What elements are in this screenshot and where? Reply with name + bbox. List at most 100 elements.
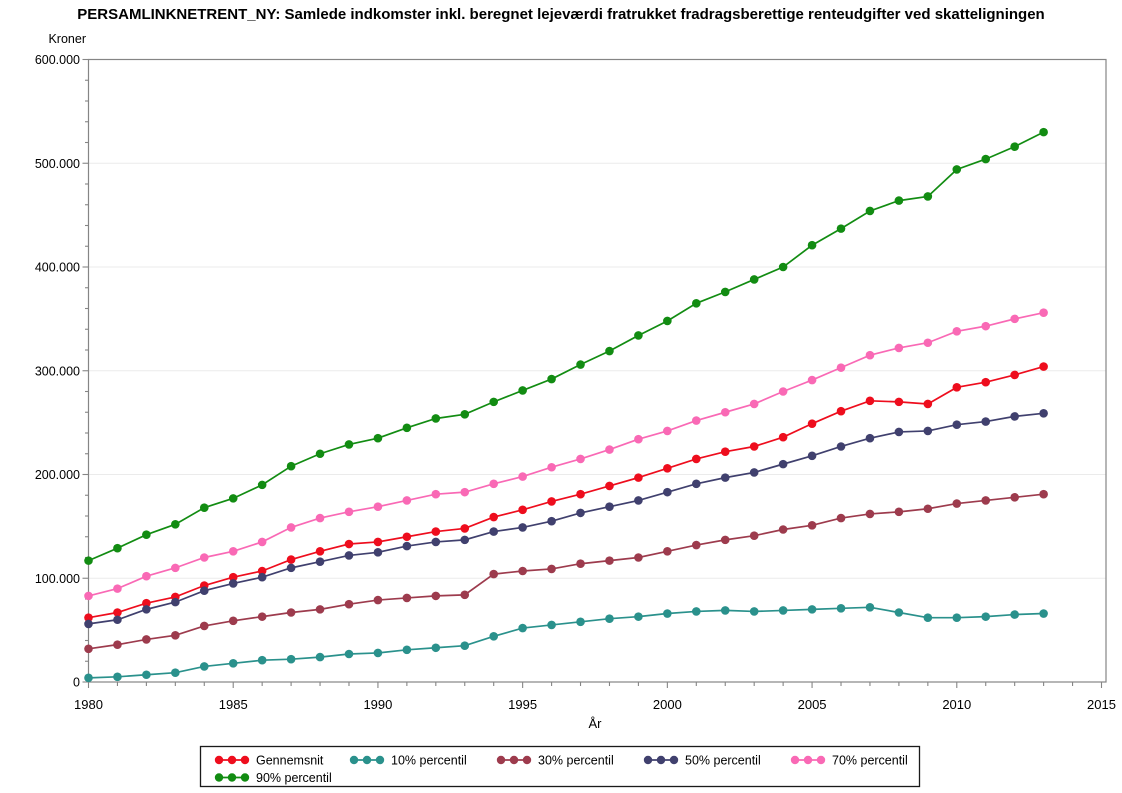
data-point-50-percentil [171, 597, 180, 607]
data-point-70-percentil [923, 338, 933, 348]
y-tick-label: 200.000 [35, 468, 80, 482]
x-tick-label: 1985 [219, 697, 248, 712]
data-point-90-percentil [1039, 127, 1048, 137]
data-point-10-percentil [894, 608, 904, 617]
data-point-10-percentil [142, 670, 151, 680]
data-point-30-percentil [981, 496, 991, 505]
data-point-10-percentil [1010, 610, 1019, 619]
legend-label: 10% percentil [391, 754, 467, 768]
data-point-50-percentil [373, 548, 383, 557]
data-point-70-percentil [952, 327, 962, 336]
data-point-70-percentil [315, 513, 325, 523]
data-point-10-percentil [460, 641, 470, 650]
data-point-70-percentil [865, 350, 875, 360]
data-point-70-percentil [286, 523, 296, 532]
y-tick-label: 100.000 [35, 572, 80, 586]
data-point-10-percentil [257, 655, 267, 665]
data-point-70-percentil [257, 537, 267, 547]
data-point-90-percentil [518, 386, 527, 395]
data-point-10-percentil [576, 617, 585, 627]
data-point-70-percentil [836, 363, 846, 372]
data-point-70-percentil [402, 496, 412, 505]
series-gennemsnit [84, 362, 1048, 622]
data-point-90-percentil [692, 299, 701, 308]
data-point-10-percentil [720, 606, 730, 615]
legend-label: 50% percentil [685, 754, 761, 768]
legend-label: 30% percentil [538, 754, 614, 768]
data-point-50-percentil [518, 523, 527, 532]
legend-marker-dot [214, 773, 224, 782]
series-50-percentil [84, 408, 1048, 629]
data-point-50-percentil [344, 551, 354, 560]
data-point-30-percentil [142, 635, 151, 644]
data-point-90-percentil [894, 196, 904, 205]
data-point-50-percentil [84, 619, 93, 629]
data-point-10-percentil [865, 603, 875, 612]
data-point-70-percentil [489, 479, 499, 489]
data-point-90-percentil [489, 397, 499, 407]
data-point-10-percentil [663, 609, 672, 618]
data-point-30-percentil [518, 566, 527, 576]
data-point-70-percentil [547, 462, 556, 472]
data-point-50-percentil [865, 433, 875, 443]
data-point-gennemsnit [518, 505, 527, 515]
data-point-gennemsnit [663, 463, 672, 473]
legend-label: 90% percentil [256, 771, 332, 785]
data-point-70-percentil [84, 591, 93, 601]
data-point-10-percentil [402, 645, 412, 655]
data-point-50-percentil [692, 479, 701, 489]
data-point-70-percentil [199, 553, 209, 562]
data-point-70-percentil [1010, 314, 1019, 324]
data-point-90-percentil [142, 530, 151, 539]
data-point-70-percentil [894, 343, 904, 353]
data-point-90-percentil [344, 440, 354, 449]
data-point-10-percentil [749, 607, 759, 616]
series-30-percentil [84, 489, 1048, 654]
data-point-10-percentil [923, 613, 933, 622]
data-point-70-percentil [778, 387, 788, 396]
data-point-50-percentil [923, 426, 933, 436]
data-point-10-percentil [228, 659, 238, 668]
data-point-10-percentil [315, 652, 325, 662]
data-point-30-percentil [894, 507, 904, 517]
legend-marker-dot [349, 755, 359, 765]
data-point-90-percentil [373, 433, 383, 443]
data-point-70-percentil [807, 375, 817, 385]
data-point-50-percentil [489, 527, 499, 536]
data-point-50-percentil [142, 605, 151, 614]
data-point-90-percentil [84, 556, 93, 565]
y-tick-label: 500.000 [35, 157, 80, 171]
data-point-50-percentil [663, 487, 672, 497]
legend-marker-dot [522, 755, 532, 765]
data-point-30-percentil [952, 499, 962, 508]
data-point-30-percentil [692, 540, 701, 550]
data-point-gennemsnit [923, 399, 933, 409]
data-point-70-percentil [460, 487, 470, 497]
x-tick-label: 1990 [363, 697, 392, 712]
data-point-30-percentil [1039, 489, 1048, 499]
x-tick-label: 1995 [508, 697, 537, 712]
data-point-90-percentil [431, 414, 441, 423]
data-point-30-percentil [720, 535, 730, 545]
data-point-70-percentil [981, 321, 991, 331]
data-point-30-percentil [778, 525, 788, 534]
data-point-50-percentil [605, 502, 614, 511]
data-point-30-percentil [489, 569, 499, 579]
data-point-gennemsnit [142, 598, 151, 608]
data-point-50-percentil [576, 508, 585, 518]
data-point-30-percentil [171, 631, 180, 640]
data-point-10-percentil [373, 648, 383, 658]
data-point-90-percentil [1010, 142, 1019, 151]
data-point-10-percentil [199, 662, 209, 671]
data-point-70-percentil [663, 426, 672, 436]
data-point-70-percentil [720, 407, 730, 417]
data-point-70-percentil [373, 502, 383, 511]
data-point-50-percentil [315, 557, 325, 566]
legend-marker-dot [240, 755, 250, 765]
data-point-90-percentil [199, 503, 209, 512]
series-70-percentil [84, 308, 1048, 601]
data-point-30-percentil [113, 640, 122, 649]
legend-marker-dot [214, 755, 224, 765]
